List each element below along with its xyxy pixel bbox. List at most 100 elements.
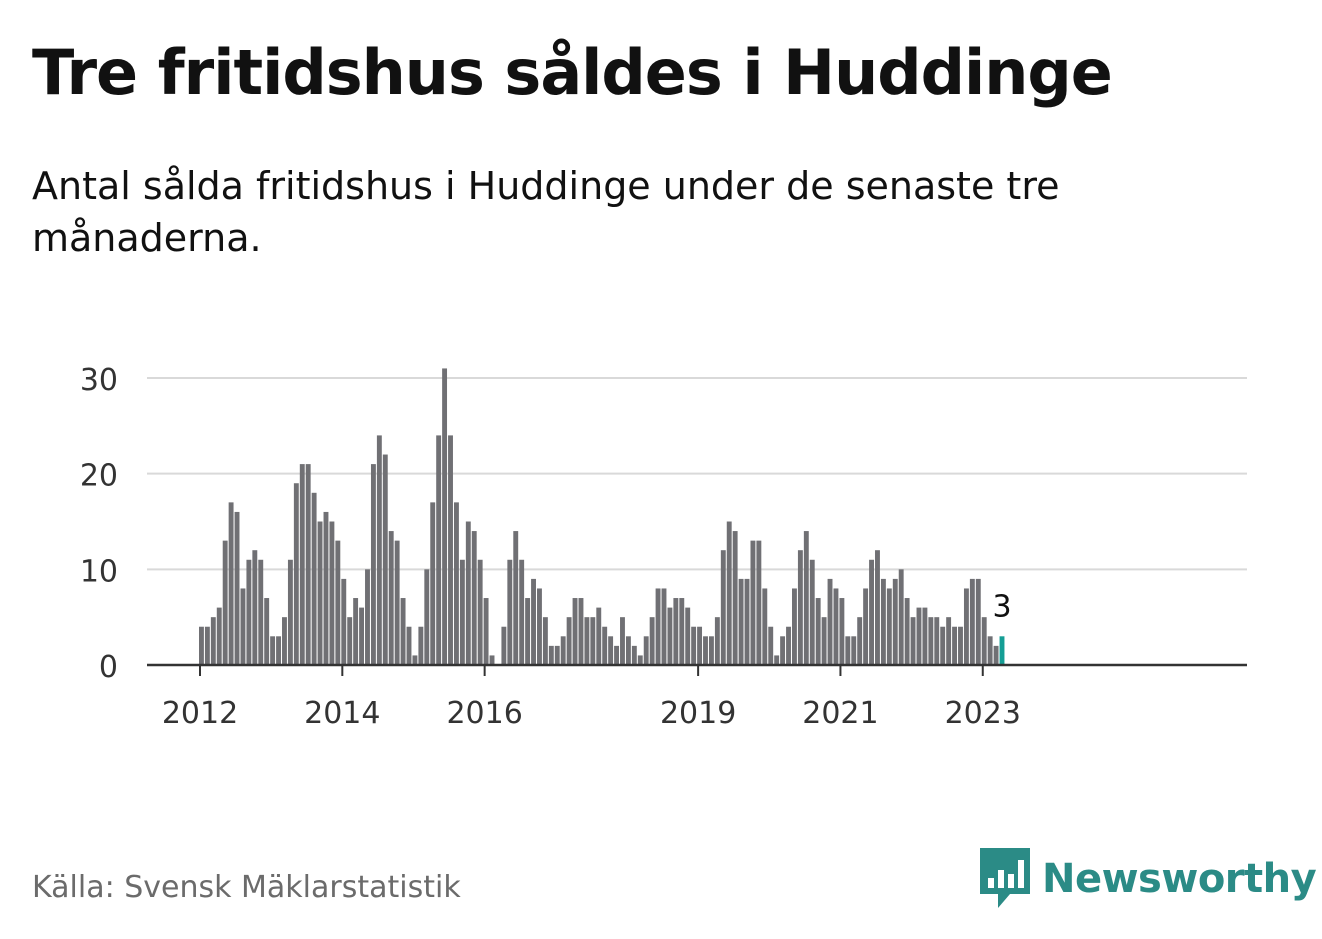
bar <box>661 588 667 665</box>
bar <box>370 464 376 665</box>
bar <box>981 617 987 665</box>
bar <box>875 550 880 665</box>
bar <box>264 598 270 665</box>
bar <box>347 617 353 665</box>
data-labels: 3 <box>992 589 1011 624</box>
y-tick-label: 10 <box>80 554 118 589</box>
bar <box>892 578 898 665</box>
y-tick-label: 20 <box>80 459 118 494</box>
bar <box>519 559 525 665</box>
bar <box>471 531 477 665</box>
bar <box>537 588 542 665</box>
bar <box>898 569 904 665</box>
bar <box>382 454 388 665</box>
x-tick-label: 2019 <box>660 696 736 731</box>
x-tick-label: 2012 <box>162 696 238 731</box>
bar <box>916 607 922 665</box>
bar <box>359 607 365 665</box>
bar <box>649 617 655 665</box>
bar <box>620 617 625 665</box>
bar <box>442 368 448 665</box>
bar <box>940 626 946 665</box>
brand-name: Newsworthy <box>1042 856 1317 902</box>
bar <box>507 559 513 665</box>
bar <box>614 645 619 665</box>
bar <box>305 464 311 665</box>
bar <box>572 598 578 665</box>
bar <box>714 617 720 665</box>
bar <box>270 636 276 665</box>
bar <box>738 578 744 665</box>
bar <box>815 598 821 665</box>
bar <box>708 636 714 665</box>
bar <box>987 636 993 665</box>
bar <box>667 607 673 665</box>
bar <box>726 521 732 665</box>
bar <box>246 559 252 665</box>
bar <box>222 540 228 665</box>
bar <box>204 626 210 665</box>
x-axis-ticks: 2012 2014 2016 2019 2021 2023 <box>162 665 1021 731</box>
bar <box>299 464 305 665</box>
bar <box>643 636 649 665</box>
chart-subtitle: Antal sålda fritidshus i Huddinge under … <box>32 164 1060 260</box>
bar <box>780 636 786 665</box>
bar <box>287 559 293 665</box>
x-tick-label: 2023 <box>945 696 1021 731</box>
bar <box>477 559 483 665</box>
bar <box>400 598 406 665</box>
bar <box>697 626 703 665</box>
bar <box>857 617 863 665</box>
bar <box>317 521 323 665</box>
bar <box>531 578 536 665</box>
data-label-last: 3 <box>992 589 1011 624</box>
x-tick-label: 2014 <box>304 696 380 731</box>
bar <box>880 578 886 665</box>
source-note: Källa: Svensk Mäklarstatistik <box>32 870 461 905</box>
bar <box>525 598 531 665</box>
bar <box>952 626 958 665</box>
bar <box>809 559 815 665</box>
bar <box>602 626 608 665</box>
bar <box>679 598 685 665</box>
brand-logo[interactable]: Newsworthy <box>980 848 1317 910</box>
bar <box>430 502 436 665</box>
bar <box>762 588 768 665</box>
bar <box>596 607 602 665</box>
bar <box>258 559 264 665</box>
bar <box>199 626 204 665</box>
bar <box>756 540 762 665</box>
bar <box>703 636 708 665</box>
x-tick-label: 2021 <box>802 696 878 731</box>
bar <box>376 435 382 665</box>
bar <box>744 578 750 665</box>
bar <box>637 655 643 665</box>
bar <box>216 607 222 665</box>
bar <box>548 645 554 665</box>
bar <box>329 521 335 665</box>
bar <box>869 559 874 665</box>
bar <box>839 598 845 665</box>
bar <box>851 636 857 665</box>
bar <box>845 636 851 665</box>
bar <box>406 626 412 665</box>
bar <box>436 435 442 665</box>
bar <box>886 588 892 665</box>
bar <box>210 617 216 665</box>
bar <box>963 588 969 665</box>
bar <box>453 502 459 665</box>
bar <box>922 607 928 665</box>
bar <box>240 588 246 665</box>
bar <box>625 636 631 665</box>
bar <box>863 588 869 665</box>
bar <box>934 617 940 665</box>
bar <box>803 531 809 665</box>
bar <box>335 540 341 665</box>
bar <box>353 598 359 665</box>
y-tick-label: 0 <box>99 650 118 685</box>
bar <box>418 626 424 665</box>
bar <box>489 655 495 665</box>
bar <box>293 483 299 665</box>
y-axis-ticks: 0 10 20 30 <box>80 363 118 685</box>
bar <box>323 511 329 665</box>
